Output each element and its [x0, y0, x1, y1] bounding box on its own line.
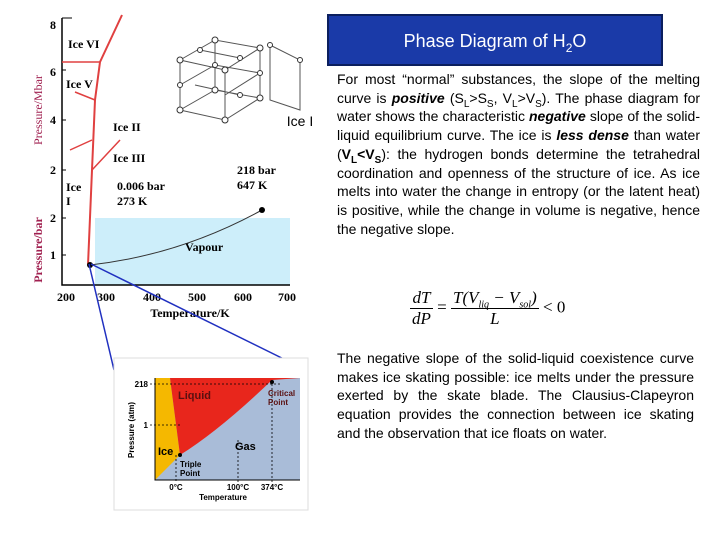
- inset-labels: 218 1 Pressure (atm) Liquid Critical Poi…: [127, 380, 295, 502]
- axes: [61, 18, 290, 286]
- vapour-region: [95, 218, 290, 285]
- vaporization-curve: [89, 209, 263, 266]
- x-tick: 600: [234, 290, 252, 304]
- region-label: I: [66, 194, 71, 208]
- region-label: Ice VI: [68, 37, 100, 51]
- equation: dT dP = T(Vliq − Vsol) L < 0: [410, 288, 566, 328]
- triple-label: 0.006 bar: [117, 179, 166, 193]
- inset-x-tick: 100°C: [227, 483, 250, 492]
- y-label-bottom: Pressure/bar: [31, 217, 45, 283]
- inset-x-tick: 374°C: [261, 483, 284, 492]
- triple-label: 273 K: [117, 194, 148, 208]
- region-label: Vapour: [185, 240, 224, 254]
- liquid-label: Liquid: [178, 390, 211, 402]
- inset-axes: [154, 378, 300, 481]
- ice-label: Ice: [158, 446, 173, 458]
- y-tick: 2: [50, 211, 56, 225]
- y-label-top: Pressure/Mbar: [31, 75, 45, 145]
- critical-label: 218 bar: [237, 163, 277, 177]
- region-label: Ice: [66, 180, 82, 194]
- critical-point: [270, 380, 274, 384]
- critical-label: 647 K: [237, 178, 268, 192]
- inset-x-tick: 0°C: [169, 483, 183, 492]
- y-tick: 2: [50, 163, 56, 177]
- inset-x-label: Temperature: [199, 493, 247, 502]
- y-tick: 1: [50, 248, 56, 262]
- phase-boundaries: [62, 61, 121, 171]
- region-label: Ice II: [113, 120, 141, 134]
- triple-label: Triple: [180, 460, 202, 469]
- region-label: Ice V: [66, 77, 93, 91]
- connector: [90, 263, 303, 369]
- triple-label: Point: [180, 469, 200, 478]
- connector: [88, 263, 115, 371]
- x-tick: 400: [143, 290, 161, 304]
- gas-label: Gas: [235, 441, 256, 453]
- x-tick: 500: [188, 290, 206, 304]
- x-tick: 200: [57, 290, 75, 304]
- inset-y-tick: 218: [135, 380, 149, 389]
- title: Phase Diagram of H2O: [404, 31, 587, 55]
- title-box: [327, 14, 663, 66]
- critical-label: Critical: [268, 389, 295, 398]
- x-tick: 300: [97, 290, 115, 304]
- inset-y-tick: 1: [144, 421, 149, 430]
- critical-dot: [259, 207, 265, 213]
- liquid-region: [170, 378, 300, 455]
- inset-guides: [150, 380, 280, 483]
- paragraph: The negative slope of the solid-liquid c…: [337, 350, 694, 441]
- region-label: Ice III: [113, 151, 146, 165]
- y-tick: 8: [50, 18, 56, 32]
- crystal-structure: [176, 36, 303, 124]
- crystal-label: Ice I: [287, 113, 313, 129]
- critical-label: Point: [268, 398, 288, 407]
- x-tick: 700: [278, 290, 296, 304]
- inset-y-label: Pressure (atm): [127, 402, 136, 458]
- y-tick: 4: [50, 113, 56, 127]
- ice-region: [155, 378, 180, 480]
- axis-labels: 8 6 4 2 2 1 Pressure/Mbar Pressure/bar 2…: [31, 18, 296, 320]
- paragraph: For most “normal” substances, the slope …: [337, 71, 701, 237]
- triple-point: [178, 453, 182, 457]
- y-tick: 6: [50, 65, 56, 79]
